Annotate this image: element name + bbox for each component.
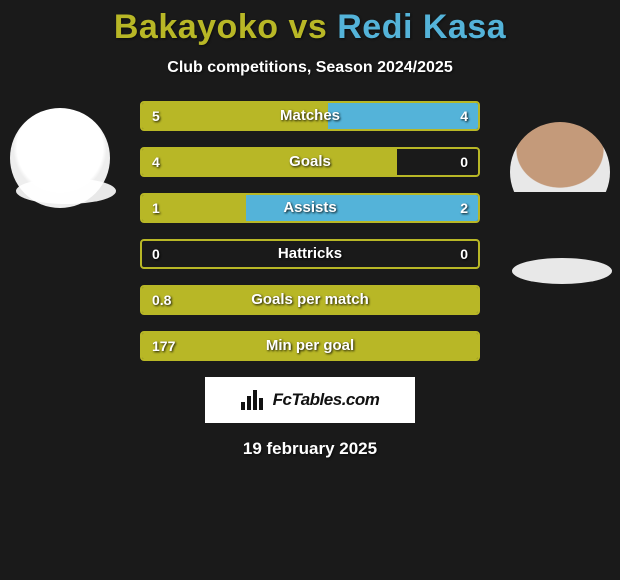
player1-avatar-shadow [16,178,116,204]
stat-row: 12Assists [140,193,480,223]
player2-avatar-shadow [512,258,612,284]
stat-row: 0.8Goals per match [140,285,480,315]
stat-row: 54Matches [140,101,480,131]
stat-label: Hattricks [142,241,478,267]
player1-name: Bakayoko [114,8,279,46]
stat-row: 177Min per goal [140,331,480,361]
stat-label: Goals per match [142,287,478,313]
logo-text: FcTables.com [273,390,380,410]
stat-row: 00Hattricks [140,239,480,269]
date-text: 19 february 2025 [0,439,620,459]
logo-bars-icon [241,390,267,410]
stat-label: Goals [142,149,478,175]
title-vs: vs [288,8,327,46]
subtitle: Club competitions, Season 2024/2025 [0,59,620,77]
stat-row: 40Goals [140,147,480,177]
source-logo: FcTables.com [205,377,415,423]
player2-avatar [510,122,610,222]
comparison-bars: 54Matches 40Goals 12Assists 00Hattricks 0.8G… [140,101,480,361]
player2-name: Redi Kasa [337,8,506,46]
stat-label: Matches [142,103,478,129]
stat-label: Assists [142,195,478,221]
comparison-title: Bakayoko vs Redi Kasa [0,0,620,47]
stat-label: Min per goal [142,333,478,359]
